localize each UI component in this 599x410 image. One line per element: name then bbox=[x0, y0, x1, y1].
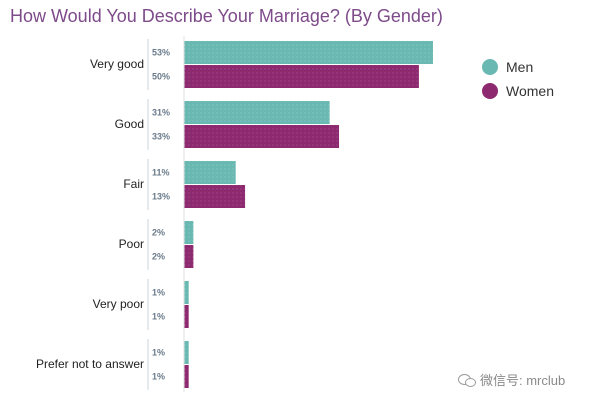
watermark-text: 微信号: mrclub bbox=[480, 373, 566, 388]
legend-label-women: Women bbox=[506, 83, 554, 99]
legend-marker-men bbox=[482, 59, 498, 75]
wechat-icon bbox=[458, 373, 476, 387]
data-label: 1% bbox=[152, 312, 165, 322]
data-label: 1% bbox=[152, 288, 165, 298]
data-label: 50% bbox=[152, 72, 170, 82]
bar-women bbox=[184, 305, 189, 328]
legend-label-men: Men bbox=[506, 59, 533, 75]
data-label: 31% bbox=[152, 108, 170, 118]
bar-men bbox=[184, 101, 330, 124]
bar-women bbox=[184, 365, 189, 388]
category-label: Good bbox=[115, 117, 144, 131]
data-label: 33% bbox=[152, 132, 170, 142]
data-label: 11% bbox=[152, 168, 170, 178]
category-label: Very good bbox=[90, 57, 144, 71]
bar-men bbox=[184, 221, 194, 244]
bar-women bbox=[184, 125, 340, 148]
bar-women bbox=[184, 65, 419, 88]
bar-men bbox=[184, 341, 189, 364]
legend-marker-women bbox=[482, 83, 498, 99]
data-label: 2% bbox=[152, 228, 165, 238]
data-label: 53% bbox=[152, 48, 170, 58]
category-label: Poor bbox=[119, 237, 144, 251]
chart-title: How Would You Describe Your Marriage? (B… bbox=[10, 6, 443, 26]
category-label: Prefer not to answer bbox=[36, 357, 144, 371]
bar-women bbox=[184, 185, 246, 208]
category-label: Fair bbox=[123, 177, 144, 191]
data-label: 1% bbox=[152, 372, 165, 382]
bar-men bbox=[184, 161, 236, 184]
watermark: 微信号: mrclub bbox=[458, 370, 565, 389]
data-label: 13% bbox=[152, 192, 170, 202]
bar-men bbox=[184, 281, 189, 304]
data-label: 2% bbox=[152, 252, 165, 262]
category-label: Very poor bbox=[93, 297, 144, 311]
bar-men bbox=[184, 41, 433, 64]
data-label: 1% bbox=[152, 348, 165, 358]
bar-women bbox=[184, 245, 194, 268]
